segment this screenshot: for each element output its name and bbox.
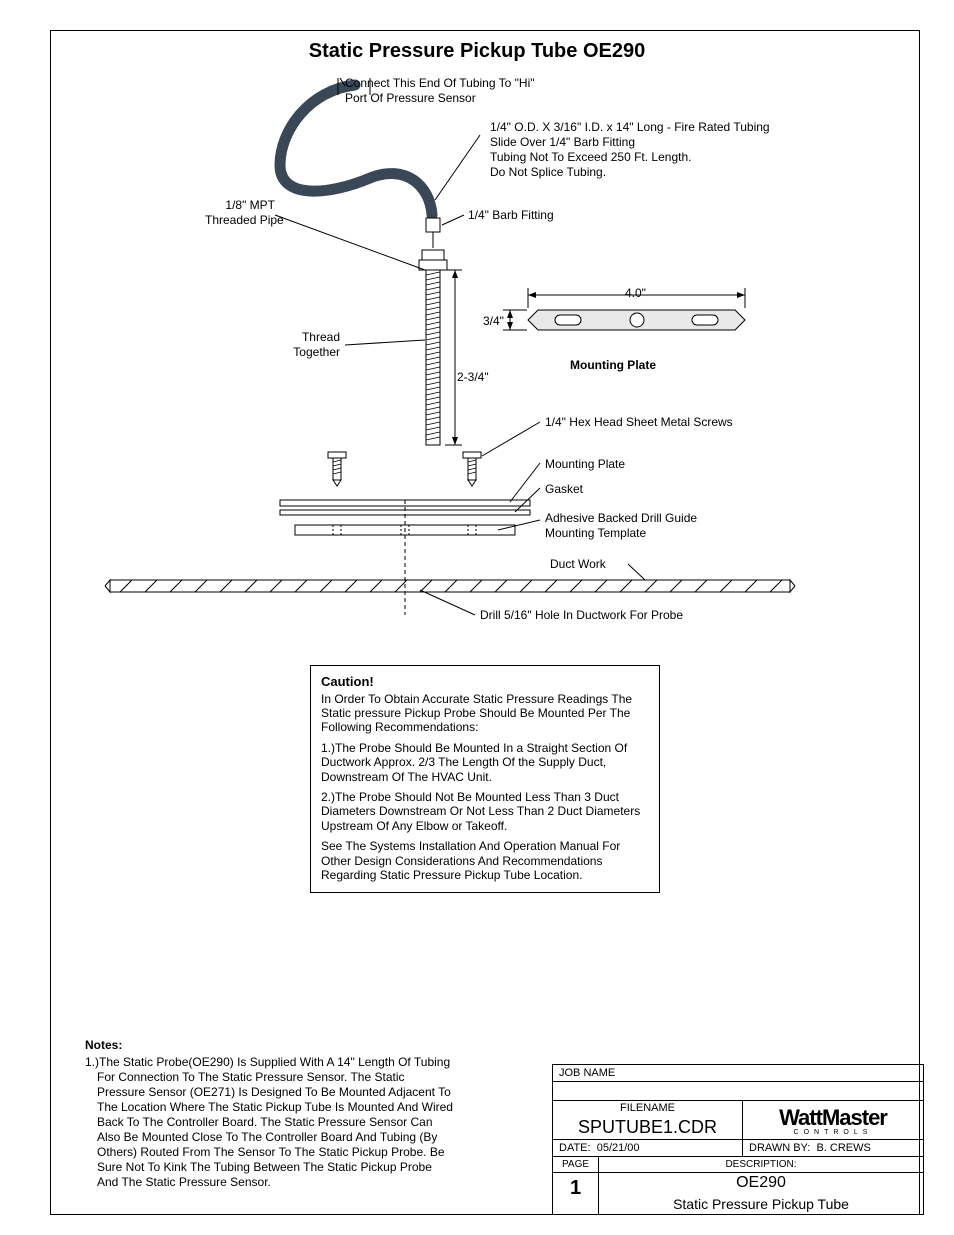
notes-item-1: 1.)The Static Probe(OE290) Is Supplied W…	[85, 1055, 455, 1190]
tb-date: DATE: 05/21/00	[553, 1140, 743, 1156]
tb-desc-title: OE290	[599, 1173, 923, 1194]
label-dim-3-4: 3/4"	[483, 314, 504, 329]
page-title: Static Pressure Pickup Tube OE290	[0, 40, 954, 63]
title-block: JOB NAME FILENAME SPUTUBE1.CDR WattMaste…	[552, 1064, 924, 1215]
logo-main: WattMaster	[779, 1105, 887, 1130]
tb-page-value: 1	[553, 1173, 598, 1204]
label-dim-2-3-4: 2-3/4"	[457, 370, 489, 385]
caution-box: Caution! In Order To Obtain Accurate Sta…	[310, 665, 660, 893]
tb-page-col: PAGE 1	[553, 1157, 599, 1214]
tb-desc-col: DESCRIPTION: OE290 Static Pressure Picku…	[599, 1157, 923, 1214]
label-barb-fitting: 1/4" Barb Fitting	[468, 208, 554, 223]
label-thread-together: Thread Together	[280, 330, 340, 360]
tb-jobname-value	[553, 1082, 923, 1100]
tb-page-label: PAGE	[553, 1157, 598, 1173]
screw-left-icon	[328, 452, 346, 486]
caution-intro: In Order To Obtain Accurate Static Press…	[321, 692, 649, 735]
page-root: Static Pressure Pickup Tube OE290	[0, 0, 954, 1235]
tb-drawn: DRAWN BY: B. CREWS	[743, 1140, 923, 1156]
tb-date-label: DATE:	[559, 1142, 591, 1154]
tb-drawn-value: B. CREWS	[816, 1142, 870, 1154]
label-gasket: Gasket	[545, 482, 583, 497]
notes-area: Notes: 1.)The Static Probe(OE290) Is Sup…	[85, 1038, 455, 1190]
tb-date-value: 05/21/00	[597, 1142, 640, 1154]
label-dim-4: 4.0"	[625, 286, 646, 301]
tb-drawn-label: DRAWN BY:	[749, 1142, 810, 1154]
label-drill-hole: Drill 5/16" Hole In Ductwork For Probe	[480, 608, 683, 623]
label-duct-work: Duct Work	[550, 557, 606, 572]
screw-right-icon	[463, 452, 481, 486]
caution-title: Caution!	[321, 674, 649, 690]
tb-filename-value: SPUTUBE1.CDR	[553, 1115, 742, 1139]
notes-title: Notes:	[85, 1038, 455, 1053]
tb-jobname-label: JOB NAME	[553, 1065, 923, 1081]
label-hex-screws: 1/4" Hex Head Sheet Metal Screws	[545, 415, 733, 430]
label-drill-guide: Adhesive Backed Drill Guide Mounting Tem…	[545, 511, 697, 541]
logo-sub: CONTROLS	[779, 1129, 887, 1136]
caution-item-1: 1.)The Probe Should Be Mounted In a Stra…	[321, 741, 649, 784]
label-mounting-plate-callout: Mounting Plate	[545, 457, 625, 472]
label-mounting-plate: Mounting Plate	[570, 358, 656, 373]
diagram-svg	[50, 70, 920, 630]
tb-desc-label: DESCRIPTION:	[599, 1157, 923, 1173]
mounting-plate-icon	[528, 310, 745, 330]
tb-logo: WattMaster CONTROLS	[743, 1101, 923, 1139]
diagram-area: Connect This End Of Tubing To "Hi" Port …	[50, 70, 920, 630]
caution-item-2: 2.)The Probe Should Not Be Mounted Less …	[321, 790, 649, 833]
tb-filename-label: FILENAME	[553, 1101, 742, 1115]
label-tubing-spec: 1/4" O.D. X 3/16" I.D. x 14" Long - Fire…	[490, 120, 770, 180]
caution-footer: See The Systems Installation And Operati…	[321, 839, 649, 882]
label-threaded-pipe: 1/8" MPT Threaded Pipe	[205, 198, 275, 228]
ductwork-icon	[105, 580, 795, 592]
tb-desc-sub: Static Pressure Pickup Tube	[599, 1194, 923, 1214]
label-connect-end: Connect This End Of Tubing To "Hi" Port …	[345, 76, 535, 106]
